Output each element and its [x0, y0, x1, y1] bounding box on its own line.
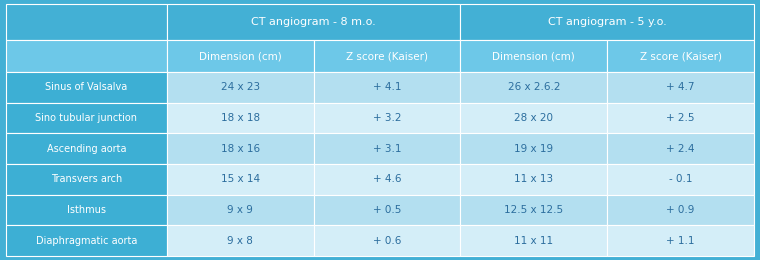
Bar: [167, 195, 314, 225]
Text: Sino tubular junction: Sino tubular junction: [36, 113, 138, 123]
Bar: [167, 4, 461, 41]
Bar: [6, 195, 167, 225]
Text: Z score (Kaiser): Z score (Kaiser): [346, 51, 428, 61]
Text: 26 x 2.6.2: 26 x 2.6.2: [508, 82, 560, 92]
Text: Ascending aorta: Ascending aorta: [46, 144, 126, 154]
Bar: [6, 72, 167, 103]
Bar: [167, 103, 314, 133]
Text: + 2.4: + 2.4: [667, 144, 695, 154]
Bar: [6, 225, 167, 256]
Text: + 3.1: + 3.1: [372, 144, 401, 154]
Bar: [6, 164, 167, 195]
Bar: [461, 103, 607, 133]
Text: + 4.6: + 4.6: [372, 174, 401, 184]
Bar: [607, 72, 754, 103]
Bar: [167, 133, 314, 164]
Text: + 0.6: + 0.6: [373, 236, 401, 246]
Text: 24 x 23: 24 x 23: [220, 82, 260, 92]
Text: + 4.7: + 4.7: [667, 82, 695, 92]
Text: 18 x 16: 18 x 16: [220, 144, 260, 154]
Bar: [167, 225, 314, 256]
Bar: [607, 164, 754, 195]
Bar: [461, 4, 754, 41]
Text: Isthmus: Isthmus: [67, 205, 106, 215]
Bar: [314, 133, 461, 164]
Bar: [167, 164, 314, 195]
Bar: [461, 41, 607, 72]
Bar: [461, 72, 607, 103]
Text: 28 x 20: 28 x 20: [515, 113, 553, 123]
Bar: [607, 225, 754, 256]
Text: + 3.2: + 3.2: [372, 113, 401, 123]
Text: + 0.9: + 0.9: [667, 205, 695, 215]
Bar: [167, 41, 314, 72]
Text: Dimension (cm): Dimension (cm): [492, 51, 575, 61]
Bar: [6, 103, 167, 133]
Text: Sinus of Valsalva: Sinus of Valsalva: [46, 82, 128, 92]
Bar: [461, 164, 607, 195]
Bar: [607, 133, 754, 164]
Bar: [607, 41, 754, 72]
Text: CT angiogram - 8 m.o.: CT angiogram - 8 m.o.: [252, 17, 376, 27]
Text: 19 x 19: 19 x 19: [515, 144, 553, 154]
Text: - 0.1: - 0.1: [669, 174, 692, 184]
Bar: [461, 195, 607, 225]
Text: 11 x 13: 11 x 13: [515, 174, 553, 184]
Text: 9 x 9: 9 x 9: [227, 205, 253, 215]
Bar: [314, 72, 461, 103]
Text: 11 x 11: 11 x 11: [515, 236, 553, 246]
Bar: [461, 225, 607, 256]
Bar: [314, 41, 461, 72]
Text: 15 x 14: 15 x 14: [220, 174, 260, 184]
Text: Diaphragmatic aorta: Diaphragmatic aorta: [36, 236, 137, 246]
Text: 12.5 x 12.5: 12.5 x 12.5: [504, 205, 563, 215]
Text: 18 x 18: 18 x 18: [220, 113, 260, 123]
Text: + 1.1: + 1.1: [667, 236, 695, 246]
Bar: [607, 195, 754, 225]
Text: Transvers arch: Transvers arch: [51, 174, 122, 184]
Text: Z score (Kaiser): Z score (Kaiser): [639, 51, 721, 61]
Bar: [607, 103, 754, 133]
Bar: [314, 225, 461, 256]
Text: + 0.5: + 0.5: [373, 205, 401, 215]
Text: 9 x 8: 9 x 8: [227, 236, 253, 246]
Text: + 2.5: + 2.5: [667, 113, 695, 123]
Bar: [167, 72, 314, 103]
Bar: [6, 133, 167, 164]
Text: CT angiogram - 5 y.o.: CT angiogram - 5 y.o.: [548, 17, 667, 27]
Bar: [6, 41, 167, 72]
Bar: [314, 195, 461, 225]
Bar: [6, 4, 167, 41]
Text: + 4.1: + 4.1: [372, 82, 401, 92]
Text: Dimension (cm): Dimension (cm): [199, 51, 282, 61]
Bar: [314, 164, 461, 195]
Bar: [461, 133, 607, 164]
Bar: [314, 103, 461, 133]
